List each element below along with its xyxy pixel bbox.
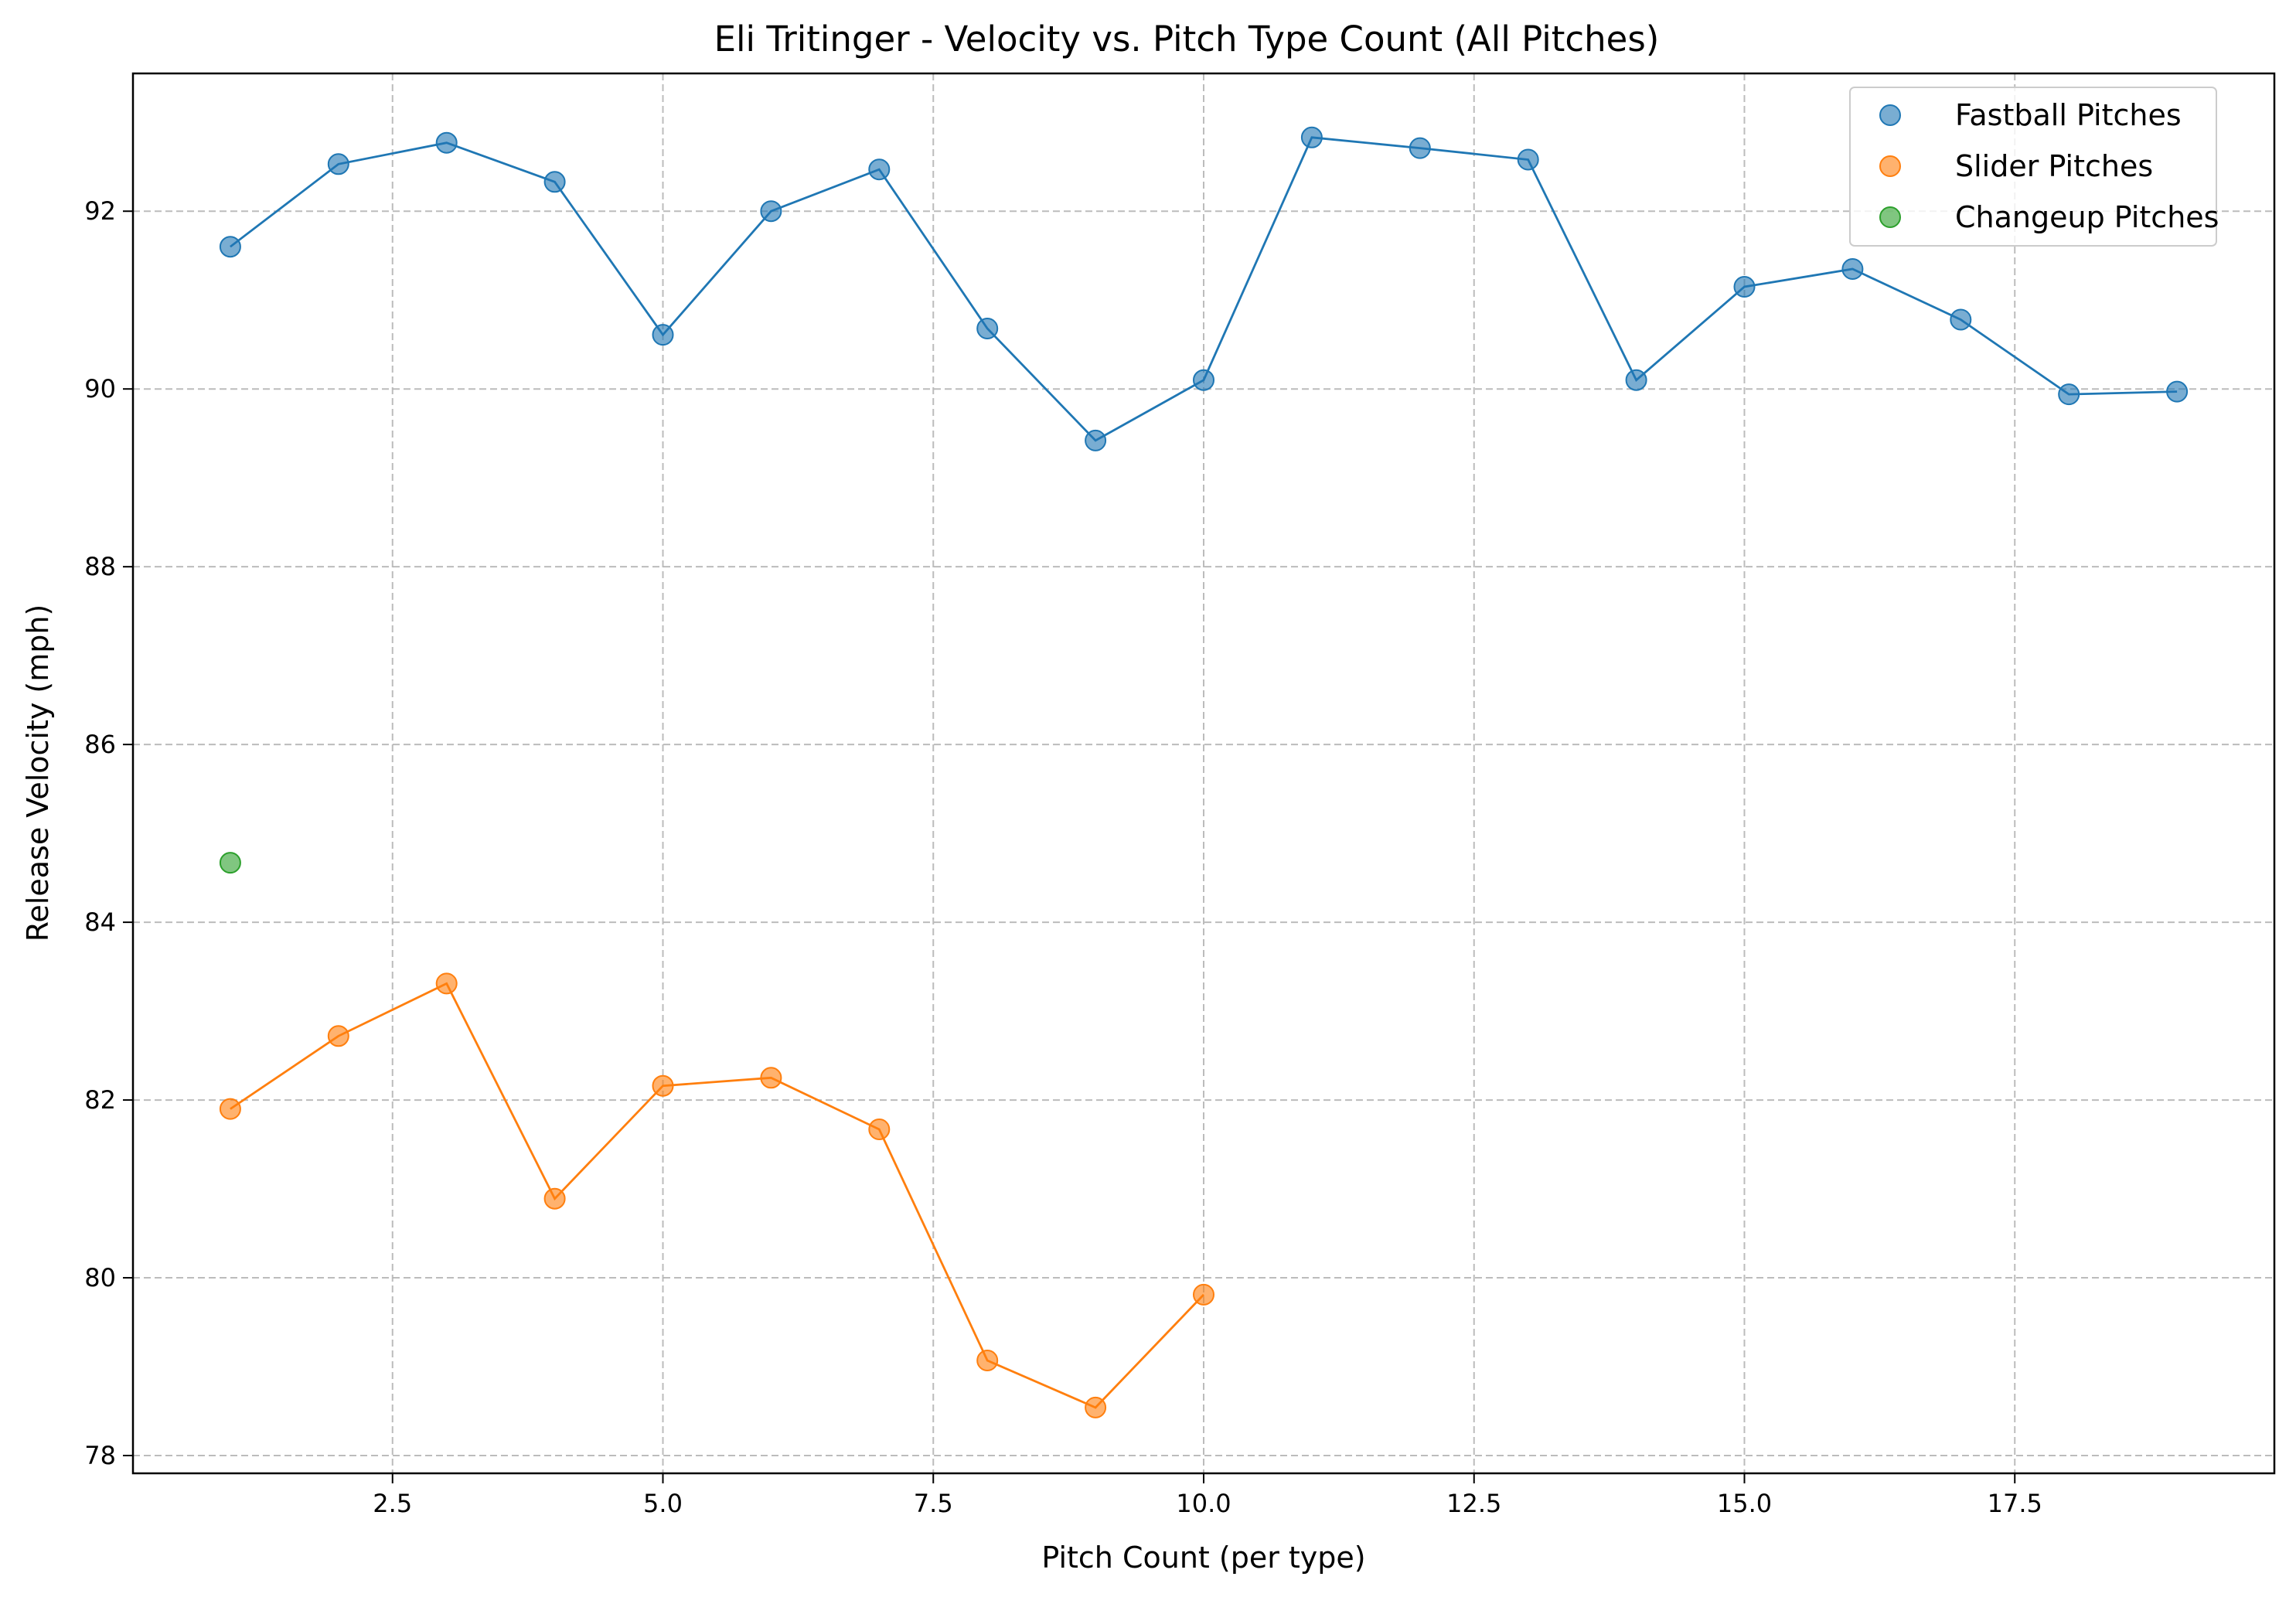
data-point — [652, 324, 674, 346]
x-tick-label: 12.5 — [1446, 1489, 1501, 1518]
x-axis-label: Pitch Count (per type) — [1041, 1541, 1365, 1575]
y-axis-label: Release Velocity (mph) — [21, 604, 55, 942]
legend-marker — [1879, 206, 1901, 228]
data-point — [543, 1187, 566, 1210]
data-point — [2166, 380, 2189, 403]
data-point — [652, 1074, 674, 1097]
y-tick-label: 84 — [84, 907, 116, 937]
y-tick-label: 90 — [84, 374, 116, 404]
data-point — [976, 318, 999, 339]
data-point — [1733, 276, 1756, 298]
y-axis-ticks: 78 80 82 84 86 88 90 92 — [84, 196, 133, 1470]
data-point — [1625, 369, 1647, 391]
y-tick-label: 80 — [84, 1263, 116, 1292]
data-point — [2058, 383, 2080, 406]
x-tick-label: 17.5 — [1988, 1489, 2042, 1518]
data-point — [1300, 126, 1323, 148]
data-point — [1517, 148, 1539, 171]
data-point — [435, 972, 458, 995]
data-point — [1085, 429, 1107, 451]
data-point — [219, 236, 241, 258]
data-point — [868, 1119, 891, 1140]
chart-title: Eli Tritinger - Velocity vs. Pitch Type … — [714, 19, 1660, 60]
y-tick-label: 88 — [84, 552, 116, 581]
data-point — [1409, 137, 1431, 159]
data-point — [327, 1025, 349, 1047]
legend-box — [1849, 87, 2217, 247]
legend-marker — [1879, 155, 1901, 177]
x-tick-label: 10.0 — [1176, 1489, 1231, 1518]
legend: Fastball Pitches Slider Pitches Changeup P… — [1849, 87, 2219, 247]
data-point — [1841, 258, 1864, 280]
data-point — [760, 200, 782, 223]
data-point — [1950, 308, 1972, 331]
data-point — [1193, 1283, 1214, 1306]
series-points — [219, 126, 2189, 1418]
data-point — [219, 1098, 241, 1120]
data-point — [760, 1067, 782, 1089]
data-point — [327, 153, 349, 175]
data-point — [976, 1350, 999, 1371]
y-tick-label: 78 — [84, 1441, 116, 1470]
series-line — [230, 982, 1205, 1409]
x-tick-label: 15.0 — [1717, 1489, 1772, 1518]
data-point — [219, 852, 241, 874]
y-tick-label: 86 — [84, 730, 116, 759]
data-point — [1193, 369, 1214, 391]
grid — [133, 73, 2274, 1473]
legend-label: Changeup Pitches — [1955, 200, 2219, 234]
legend-label: Fastball Pitches — [1955, 98, 2182, 132]
data-point — [543, 171, 566, 193]
legend-label: Slider Pitches — [1955, 149, 2153, 183]
x-tick-label: 7.5 — [914, 1489, 953, 1518]
x-axis-ticks: 2.5 5.0 7.5 10.0 12.5 15.0 17.5 — [373, 1473, 2042, 1518]
y-tick-label: 82 — [84, 1085, 116, 1115]
data-point — [868, 158, 891, 181]
data-point — [1085, 1396, 1107, 1418]
x-tick-label: 5.0 — [643, 1489, 683, 1518]
x-tick-label: 2.5 — [373, 1489, 412, 1518]
data-point — [435, 131, 458, 154]
y-tick-label: 92 — [84, 196, 116, 226]
legend-marker — [1879, 104, 1901, 126]
